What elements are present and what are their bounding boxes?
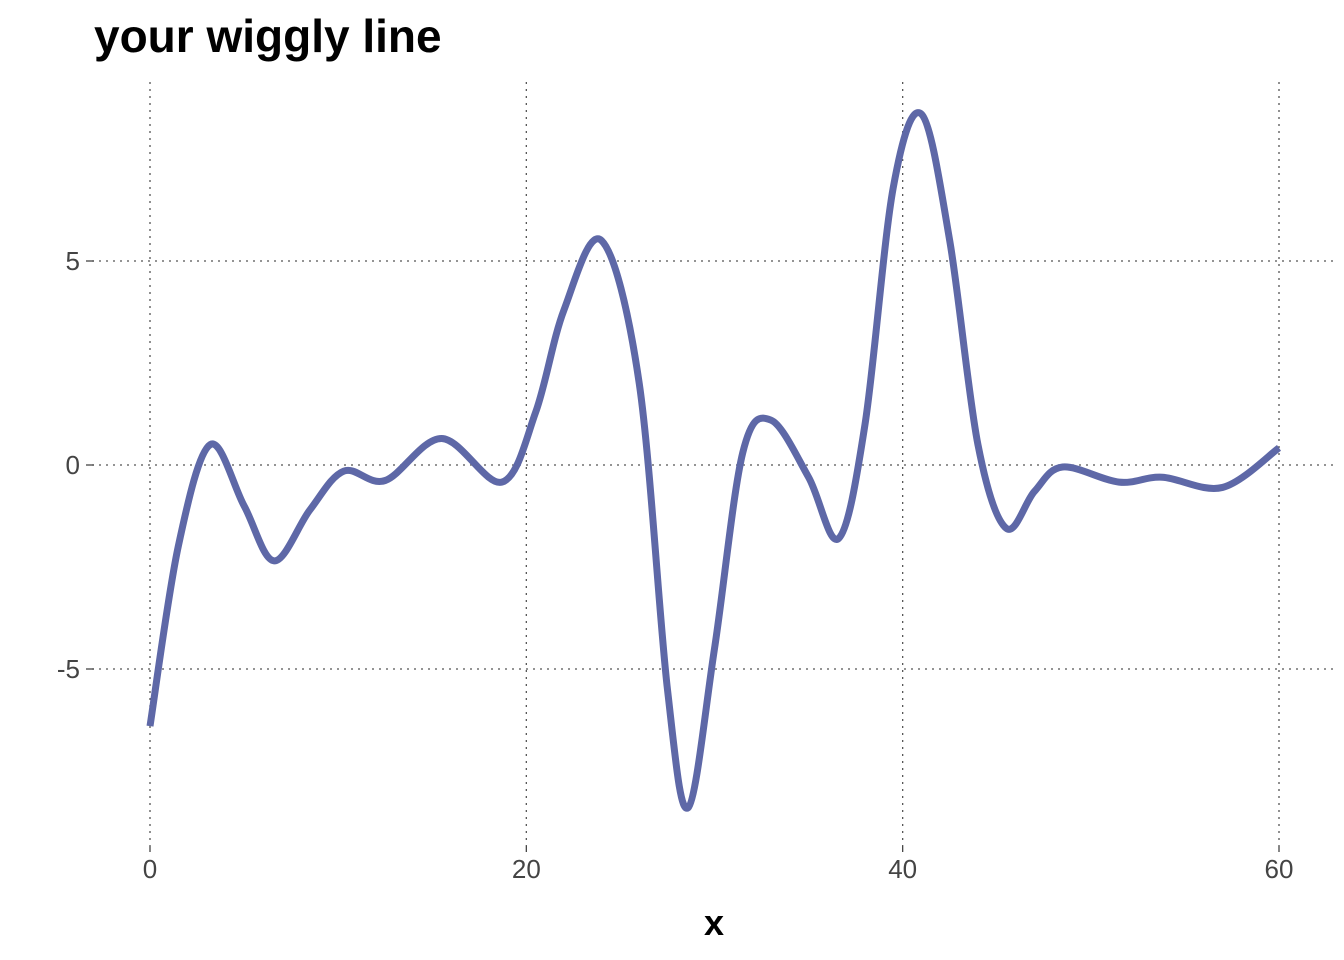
chart-title: your wiggly line xyxy=(94,10,442,62)
x-axis-title: x xyxy=(704,902,724,943)
x-tick-label: 20 xyxy=(512,854,541,884)
x-tick-label: 60 xyxy=(1265,854,1294,884)
x-tick-label: 40 xyxy=(888,854,917,884)
grid xyxy=(92,82,1336,846)
series xyxy=(146,109,1282,812)
y-tick-label: 0 xyxy=(66,450,80,480)
axis-ticks: -5 0 5 0 20 40 60 xyxy=(57,246,1294,884)
y-tick-label: 5 xyxy=(66,246,80,276)
y-tick-label: -5 xyxy=(57,654,80,684)
x-tick-label: 0 xyxy=(143,854,157,884)
series-line-0 xyxy=(146,109,1282,812)
